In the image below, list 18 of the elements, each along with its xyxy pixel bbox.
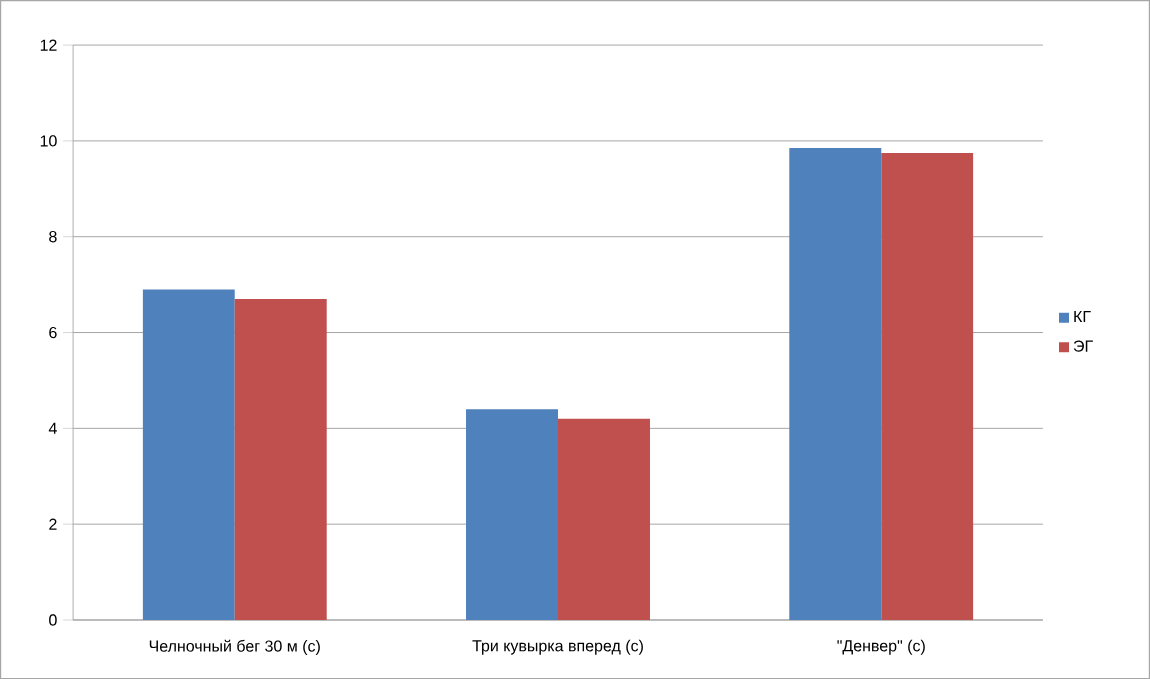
bar — [558, 418, 650, 620]
bar — [142, 289, 235, 620]
y-tick-label: 10 — [40, 135, 57, 147]
x-tick-label: "Денвер" (с) — [837, 639, 925, 655]
bar — [789, 148, 882, 620]
x-tick-label: Челночный бег 30 м (с) — [149, 639, 320, 655]
y-tick-label: 8 — [49, 231, 57, 243]
y-tick-label: 0 — [49, 614, 57, 626]
x-tick-label: Три кувырка вперед (с) — [472, 639, 643, 655]
y-tick-label: 6 — [49, 326, 57, 339]
bar — [466, 409, 559, 620]
y-tick-label: 12 — [40, 39, 57, 51]
bar — [881, 152, 974, 620]
legend-label: КГ — [1074, 311, 1091, 323]
y-tick-label: 2 — [49, 518, 57, 530]
y-tick-label: 4 — [48, 422, 57, 434]
legend-label: ЭГ — [1073, 340, 1093, 352]
bar — [234, 298, 327, 620]
